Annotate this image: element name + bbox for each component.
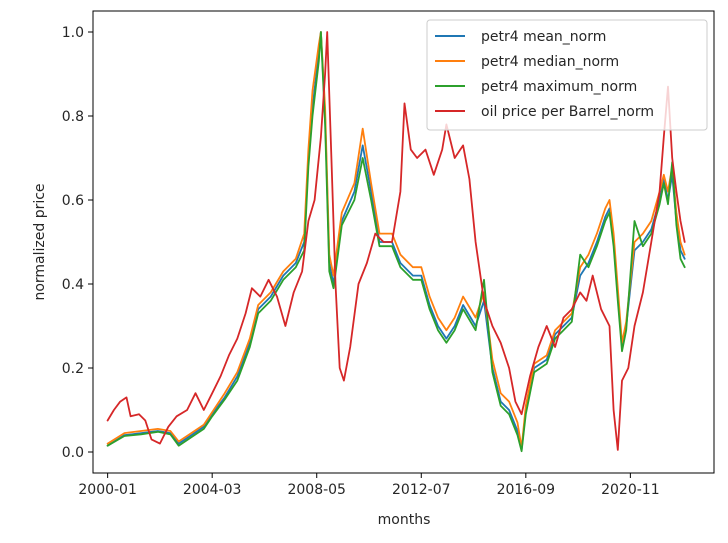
y-axis: 0.0 0.2 0.4 0.6 0.8 1.0 bbox=[62, 25, 93, 461]
legend-label-2: petr4 maximum_norm bbox=[481, 79, 637, 95]
series-lines bbox=[106, 31, 686, 453]
x-tick-label: 2004-03 bbox=[183, 482, 242, 498]
x-tick-label: 2012-07 bbox=[392, 482, 451, 498]
y-axis-label: normalized price bbox=[32, 183, 48, 300]
legend-frame bbox=[426, 19, 708, 131]
x-tick-label: 2000-01 bbox=[78, 482, 137, 498]
x-tick-label: 2008-05 bbox=[287, 482, 346, 498]
legend: petr4 mean_norm petr4 median_norm petr4 ma… bbox=[426, 19, 708, 131]
x-tick-label: 2020-11 bbox=[601, 482, 660, 498]
y-tick-label: 0.2 bbox=[62, 361, 84, 377]
plot-frame bbox=[92, 10, 715, 474]
legend-label-3: oil price per Barrel_norm bbox=[481, 104, 654, 120]
x-tick-label: 2016-09 bbox=[497, 482, 556, 498]
y-tick-label: 0.8 bbox=[62, 109, 84, 125]
series-line-3 bbox=[106, 31, 686, 451]
x-axis-label: months bbox=[378, 512, 431, 528]
y-tick-label: 1.0 bbox=[62, 25, 84, 41]
y-tick-label: 0.6 bbox=[62, 193, 84, 209]
series-line-2 bbox=[106, 31, 686, 453]
legend-label-1: petr4 median_norm bbox=[481, 54, 619, 70]
x-axis: 2000-01 2004-03 2008-05 2012-07 2016-09 2020-… bbox=[78, 473, 660, 498]
legend-label-0: petr4 mean_norm bbox=[481, 29, 606, 45]
y-tick-label: 0.0 bbox=[62, 445, 84, 461]
y-tick-label: 0.4 bbox=[62, 277, 84, 293]
